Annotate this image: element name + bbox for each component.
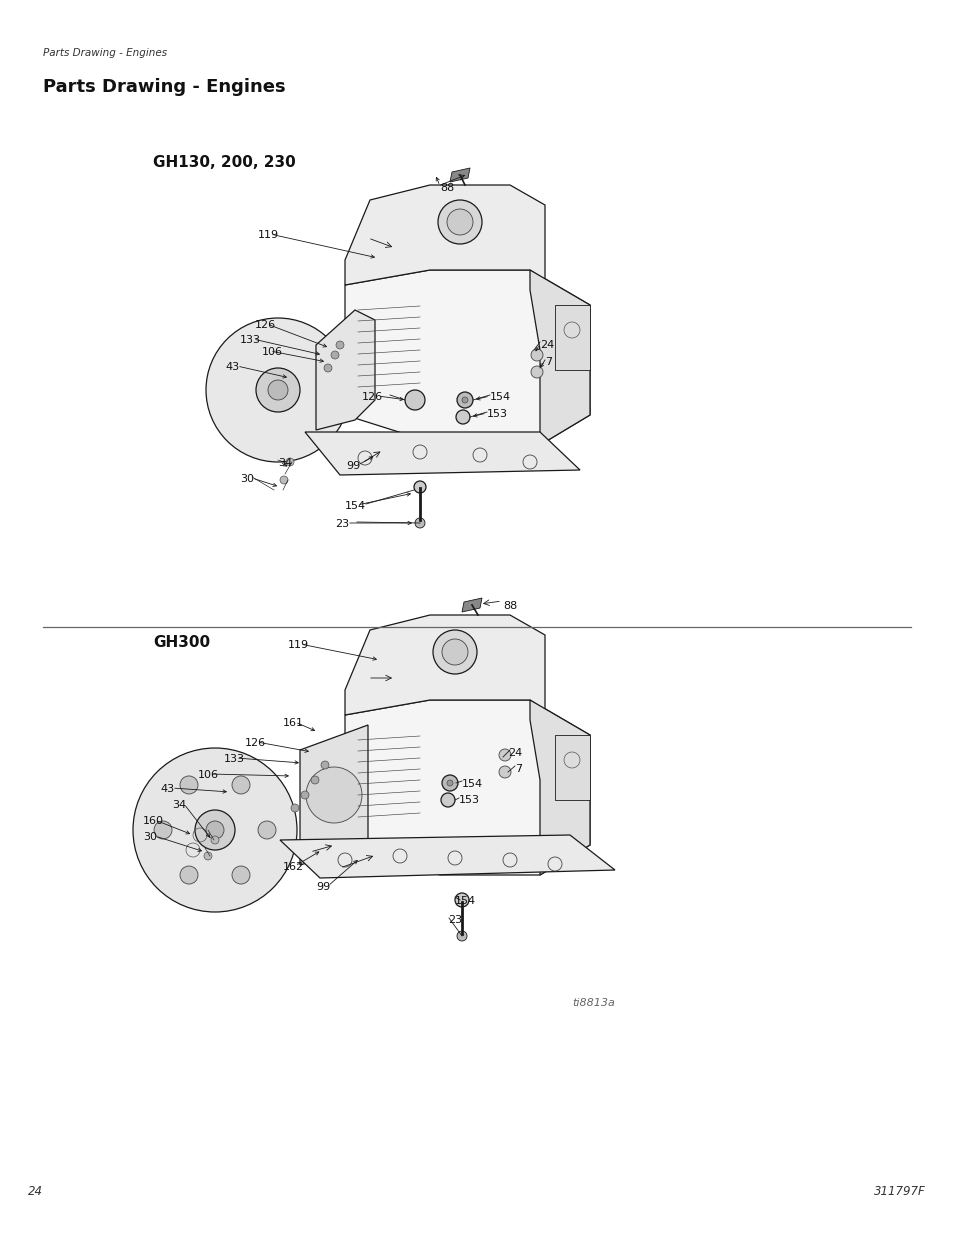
Text: 154: 154 [455, 897, 476, 906]
Polygon shape [450, 168, 470, 182]
Circle shape [268, 380, 288, 400]
Text: 119: 119 [288, 640, 309, 650]
Text: 162: 162 [283, 862, 304, 872]
Text: 161: 161 [283, 718, 304, 727]
Polygon shape [461, 598, 481, 613]
Circle shape [433, 630, 476, 674]
Text: 23: 23 [335, 519, 349, 529]
Circle shape [306, 767, 361, 823]
Circle shape [456, 931, 467, 941]
Polygon shape [315, 310, 375, 430]
Circle shape [232, 776, 250, 794]
Text: 106: 106 [198, 769, 219, 781]
Polygon shape [345, 270, 589, 445]
Circle shape [456, 391, 473, 408]
Circle shape [211, 836, 219, 844]
Polygon shape [555, 735, 589, 800]
Text: 126: 126 [361, 391, 383, 403]
Polygon shape [345, 700, 589, 876]
Circle shape [456, 410, 470, 424]
Circle shape [498, 766, 511, 778]
Text: 24: 24 [28, 1186, 43, 1198]
Circle shape [311, 776, 318, 784]
Text: 88: 88 [439, 183, 454, 193]
Text: 126: 126 [245, 739, 266, 748]
Polygon shape [345, 185, 544, 285]
Polygon shape [305, 432, 579, 475]
Circle shape [461, 396, 468, 403]
Text: 30: 30 [240, 474, 253, 484]
Text: 99: 99 [346, 461, 360, 471]
Circle shape [331, 351, 338, 359]
Text: 43: 43 [225, 362, 239, 372]
Circle shape [440, 793, 455, 806]
Circle shape [441, 776, 457, 790]
Circle shape [531, 350, 542, 361]
Circle shape [153, 821, 172, 839]
Circle shape [301, 790, 309, 799]
Polygon shape [280, 835, 615, 878]
Polygon shape [555, 305, 589, 370]
Text: 119: 119 [257, 230, 279, 240]
Text: 99: 99 [315, 882, 330, 892]
Circle shape [206, 821, 224, 839]
Text: 23: 23 [448, 915, 461, 925]
Circle shape [415, 517, 424, 529]
Text: 34: 34 [172, 800, 186, 810]
Circle shape [320, 761, 329, 769]
Circle shape [531, 366, 542, 378]
Polygon shape [345, 615, 544, 715]
Circle shape [255, 368, 299, 412]
Circle shape [180, 776, 198, 794]
Text: Parts Drawing - Engines: Parts Drawing - Engines [43, 78, 285, 96]
Text: 30: 30 [143, 832, 157, 842]
Text: 154: 154 [345, 501, 366, 511]
Text: 7: 7 [544, 357, 552, 367]
Text: 133: 133 [224, 755, 245, 764]
Text: 154: 154 [461, 779, 482, 789]
Text: GH130, 200, 230: GH130, 200, 230 [152, 156, 295, 170]
Text: 126: 126 [254, 320, 275, 330]
Circle shape [498, 748, 511, 761]
Text: 160: 160 [143, 816, 164, 826]
Circle shape [204, 852, 212, 860]
Circle shape [447, 781, 453, 785]
Circle shape [405, 390, 424, 410]
Circle shape [441, 638, 468, 664]
Circle shape [206, 317, 350, 462]
Text: 133: 133 [240, 335, 261, 345]
Circle shape [455, 893, 469, 906]
Text: GH300: GH300 [152, 635, 210, 651]
Circle shape [447, 209, 473, 235]
Text: 43: 43 [160, 784, 174, 794]
Text: 24: 24 [539, 340, 554, 350]
Text: 311797F: 311797F [873, 1186, 925, 1198]
Circle shape [132, 748, 296, 911]
Circle shape [232, 866, 250, 884]
Text: 34: 34 [277, 458, 292, 468]
Polygon shape [530, 700, 589, 876]
Circle shape [291, 804, 298, 811]
Circle shape [180, 866, 198, 884]
Text: 153: 153 [486, 409, 507, 419]
Circle shape [280, 475, 288, 484]
Text: 106: 106 [262, 347, 283, 357]
Polygon shape [530, 270, 589, 445]
Polygon shape [299, 725, 368, 864]
Text: 7: 7 [515, 764, 521, 774]
Circle shape [414, 480, 426, 493]
Circle shape [286, 458, 294, 466]
Text: 153: 153 [458, 795, 479, 805]
Text: 88: 88 [502, 601, 517, 611]
Text: 24: 24 [507, 748, 521, 758]
Circle shape [335, 341, 344, 350]
Text: 154: 154 [490, 391, 511, 403]
Circle shape [257, 821, 275, 839]
Text: ti8813a: ti8813a [572, 998, 615, 1008]
Circle shape [437, 200, 481, 245]
Circle shape [324, 364, 332, 372]
Text: Parts Drawing - Engines: Parts Drawing - Engines [43, 48, 167, 58]
Circle shape [194, 810, 234, 850]
